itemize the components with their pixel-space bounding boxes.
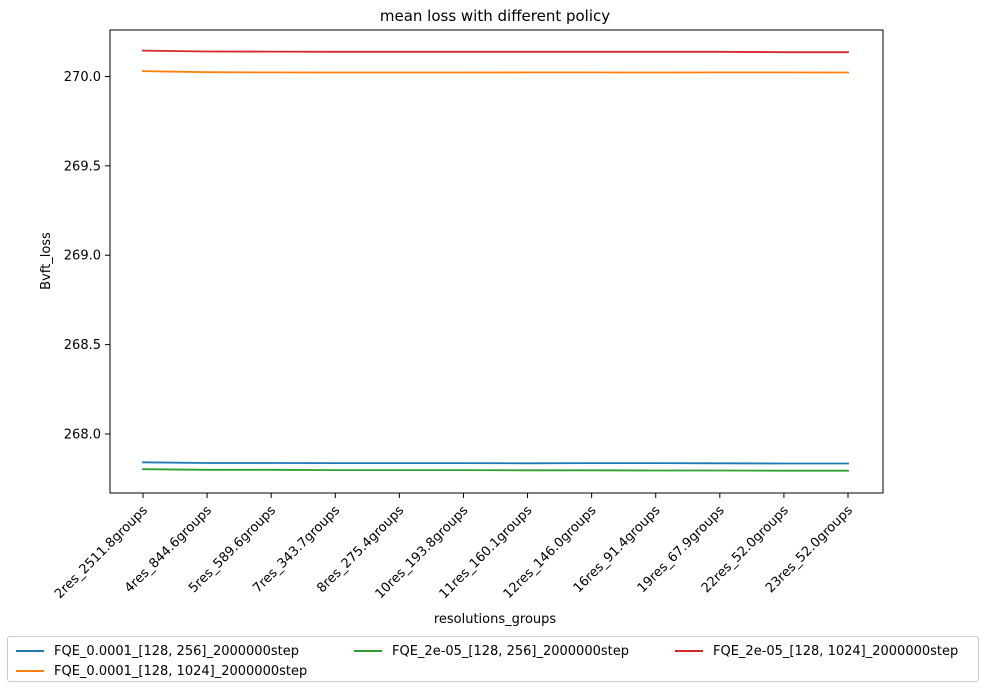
plot-frame <box>109 29 884 494</box>
legend-label: FQE_2e-05_[128, 1024]_2000000step <box>713 643 959 659</box>
series-layer <box>142 49 849 472</box>
y-tick-label: 268.5 <box>64 338 101 353</box>
y-tick-label: 269.5 <box>64 159 101 174</box>
legend-item: FQE_2e-05_[128, 1024]_2000000step <box>675 642 958 660</box>
legend: FQE_0.0001_[128, 256]_2000000step FQE_0.… <box>7 636 979 682</box>
legend-item: FQE_0.0001_[128, 256]_2000000step <box>16 642 299 660</box>
series-line <box>142 461 849 465</box>
series-line <box>142 49 849 54</box>
legend-swatch <box>675 650 703 652</box>
series-line <box>142 468 849 472</box>
chart-title: mean loss with different policy <box>380 7 610 25</box>
legend-swatch <box>16 670 44 672</box>
y-tick-label: 269.0 <box>64 249 101 264</box>
legend-label: FQE_0.0001_[128, 1024]_2000000step <box>54 663 308 679</box>
legend-label: FQE_2e-05_[128, 256]_2000000step <box>392 643 629 659</box>
legend-swatch <box>354 650 382 652</box>
y-tick-label: 268.0 <box>64 428 101 443</box>
y-axis: 268.0 268.5 269.0 269.5 270.0 <box>64 70 110 443</box>
y-tick-label: 270.0 <box>64 70 101 85</box>
x-axis: 2res_2511.8groups4res_844.6groups5res_58… <box>52 493 856 602</box>
series-line <box>142 70 849 74</box>
y-axis-label: Bvft_loss <box>39 232 54 290</box>
x-axis-label: resolutions_groups <box>434 612 557 627</box>
legend-item: FQE_0.0001_[128, 1024]_2000000step <box>16 662 307 680</box>
legend-item: FQE_2e-05_[128, 256]_2000000step <box>354 642 629 660</box>
legend-label: FQE_0.0001_[128, 256]_2000000step <box>54 643 299 659</box>
legend-swatch <box>16 650 44 652</box>
